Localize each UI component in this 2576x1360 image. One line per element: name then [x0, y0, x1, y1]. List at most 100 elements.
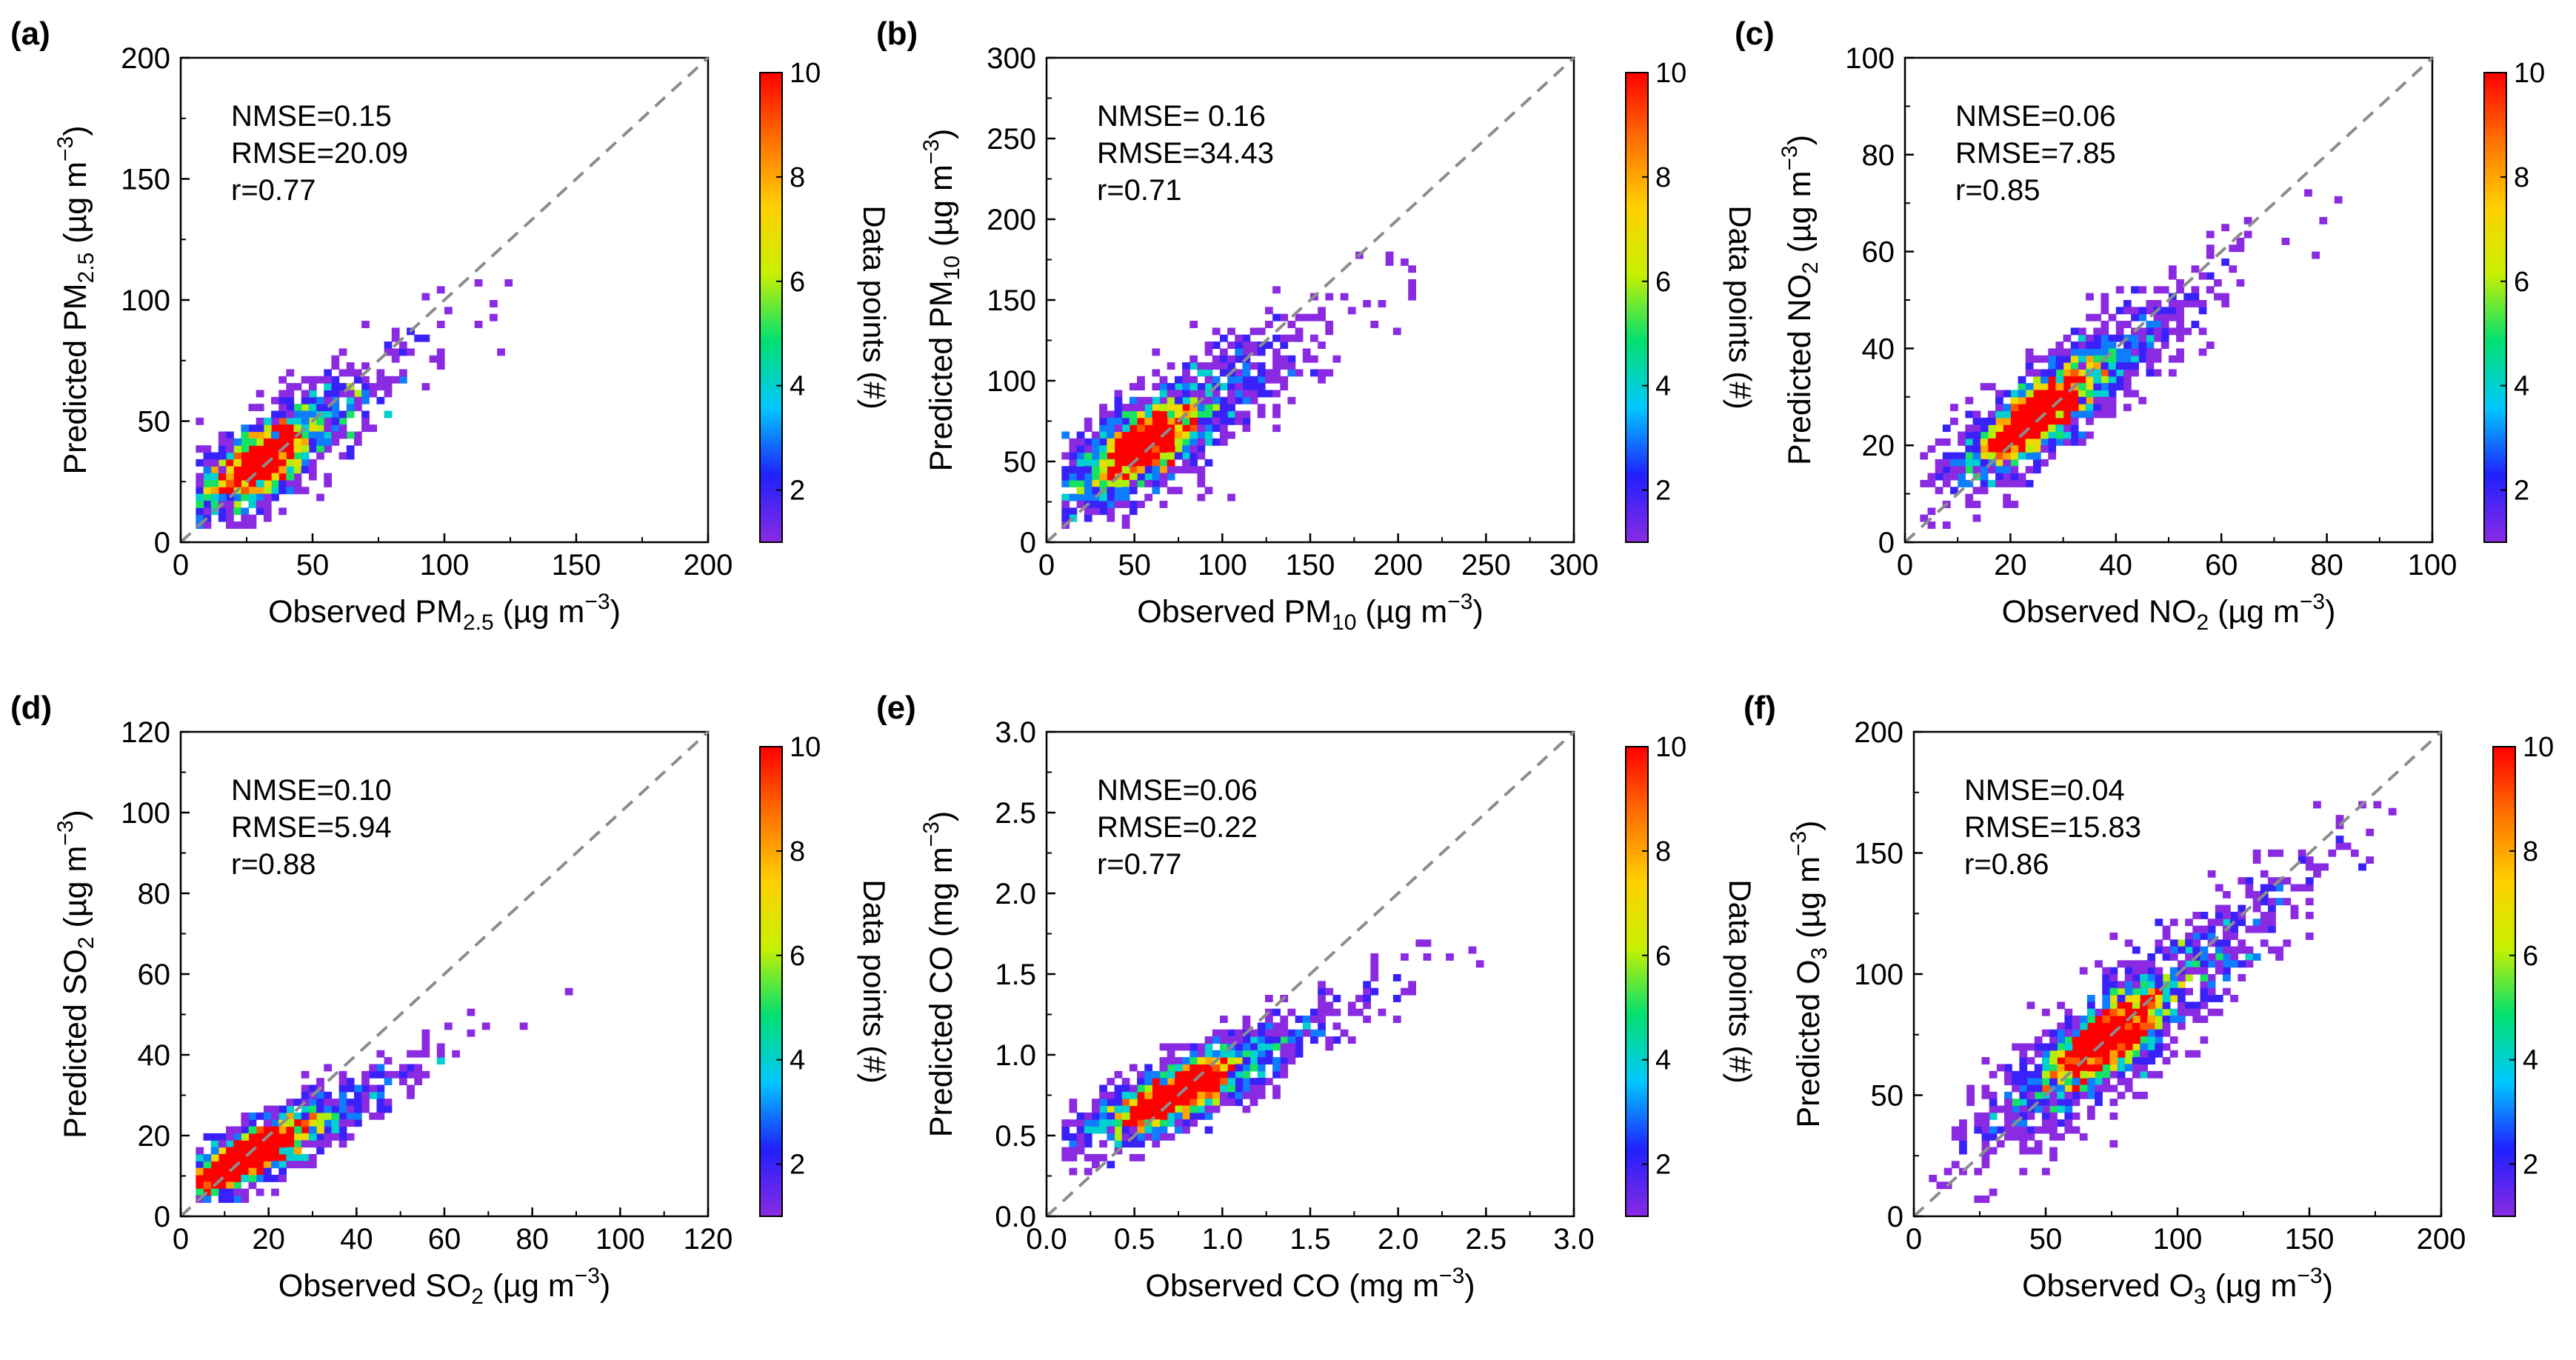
heatmap-cell	[2055, 390, 2064, 398]
heatmap-cell	[2063, 404, 2072, 412]
heatmap-cell	[1257, 1078, 1266, 1086]
heatmap-cell	[1137, 1084, 1145, 1093]
heatmap-cell	[1084, 424, 1092, 433]
heatmap-cell	[263, 445, 272, 453]
heatmap-cell	[233, 466, 241, 474]
heatmap-cell	[1325, 369, 1334, 377]
heatmap-cell	[2132, 946, 2140, 954]
axis-label-superscript: −3	[1447, 590, 1472, 614]
heatmap-cell	[2041, 445, 2049, 453]
heatmap-cell	[2236, 237, 2245, 245]
heatmap-cell	[1174, 1105, 1183, 1113]
heatmap-cell	[1182, 438, 1190, 446]
heatmap-cell	[1235, 1050, 1244, 1058]
stat-annotation: NMSE=0.04	[1964, 774, 2125, 807]
heatmap-cell	[2034, 1078, 2043, 1086]
heatmap-cell	[2132, 1064, 2140, 1072]
heatmap-cell	[256, 487, 264, 495]
heatmap-cell	[1107, 452, 1115, 460]
heatmap-cell	[286, 383, 295, 391]
heatmap-cell	[2185, 960, 2193, 968]
heatmap-cell	[286, 487, 295, 495]
heatmap-cell	[271, 445, 279, 453]
y-tick-label: 100	[121, 797, 170, 830]
heatmap-cell	[414, 1064, 423, 1072]
heatmap-cell	[2169, 995, 2178, 1002]
heatmap-cell	[564, 987, 573, 996]
heatmap-cell	[1310, 1029, 1318, 1037]
heatmap-cell	[1107, 1105, 1115, 1113]
heatmap-cell	[1107, 445, 1115, 453]
heatmap-cell	[1159, 410, 1168, 419]
heatmap-cell	[421, 1050, 430, 1058]
heatmap-cell	[1061, 500, 1070, 508]
heatmap-cell	[2070, 327, 2079, 336]
heatmap-cell	[2086, 362, 2094, 370]
colorbar-tick-label: 2	[1655, 476, 1671, 507]
heatmap-cell	[2155, 946, 2163, 954]
heatmap-cell	[1257, 1043, 1266, 1051]
heatmap-cell	[1099, 1153, 1107, 1161]
y-tick-label: 20	[1862, 430, 1895, 462]
heatmap-cell	[1137, 1133, 1145, 1141]
axis-label-close: )	[1782, 135, 1818, 145]
heatmap-cell	[2207, 953, 2216, 961]
heatmap-cell	[210, 459, 219, 467]
heatmap-cell	[2095, 1050, 2103, 1058]
heatmap-cell	[203, 1161, 212, 1169]
axis-label-text: Observed SO	[278, 1268, 472, 1304]
heatmap-cell	[361, 376, 370, 384]
heatmap-cell	[1257, 1022, 1266, 1030]
heatmap-cell	[2048, 404, 2057, 412]
heatmap-cell	[2048, 445, 2057, 453]
heatmap-cell	[1242, 424, 1251, 433]
heatmap-cell	[1084, 1133, 1092, 1141]
heatmap-cell	[353, 1091, 362, 1099]
heatmap-cell	[369, 1112, 378, 1120]
heatmap-cell	[324, 383, 333, 391]
heatmap-cell	[2117, 1078, 2126, 1086]
heatmap-cell	[293, 1140, 302, 1148]
heatmap-cell	[1989, 1105, 1998, 1113]
heatmap-cell	[1272, 1064, 1281, 1072]
heatmap-cell	[248, 1126, 257, 1134]
heatmap-cell	[1189, 1091, 1198, 1099]
heatmap-cell	[1159, 1064, 1168, 1072]
heatmap-cell	[293, 1112, 302, 1120]
heatmap-cell	[2206, 272, 2215, 280]
heatmap-cell	[1272, 390, 1281, 398]
heatmap-cell	[1272, 376, 1281, 384]
heatmap-cell	[1061, 473, 1070, 481]
heatmap-cell	[271, 1147, 279, 1155]
heatmap-cell	[1159, 1112, 1168, 1120]
heatmap-cell	[2153, 286, 2162, 294]
heatmap-cell	[1212, 376, 1221, 384]
heatmap-cell	[1340, 1029, 1349, 1037]
heatmap-cell	[1295, 1029, 1304, 1037]
heatmap-cell	[1159, 1043, 1168, 1051]
heatmap-cell	[2072, 1091, 2081, 1099]
heatmap-cell	[2117, 987, 2126, 996]
heatmap-cell	[2215, 967, 2223, 975]
x-tick-label: 0	[1897, 549, 1913, 581]
heatmap-cell	[2117, 995, 2126, 1002]
axis-label-subscript: 3	[1807, 947, 1832, 960]
heatmap-cell	[271, 396, 279, 404]
heatmap-cell	[2095, 1064, 2103, 1072]
heatmap-cell	[1242, 348, 1251, 356]
heatmap-cell	[1325, 1008, 1334, 1016]
heatmap-cell	[1061, 1153, 1070, 1161]
heatmap-cell	[331, 410, 340, 419]
heatmap-cell	[1167, 410, 1175, 419]
heatmap-cell	[407, 1050, 415, 1058]
heatmap-cell	[293, 404, 302, 412]
heatmap-cell	[1310, 1036, 1318, 1044]
colorbar-tick-label: 6	[790, 267, 805, 298]
heatmap-cell	[2012, 1126, 2020, 1134]
heatmap-cell	[1167, 1133, 1175, 1141]
heatmap-cell	[2063, 424, 2072, 433]
heatmap-cell	[2057, 1064, 2066, 1072]
heatmap-cell	[2155, 1070, 2163, 1079]
heatmap-cell	[1061, 1119, 1070, 1127]
heatmap-cell	[2070, 348, 2079, 356]
